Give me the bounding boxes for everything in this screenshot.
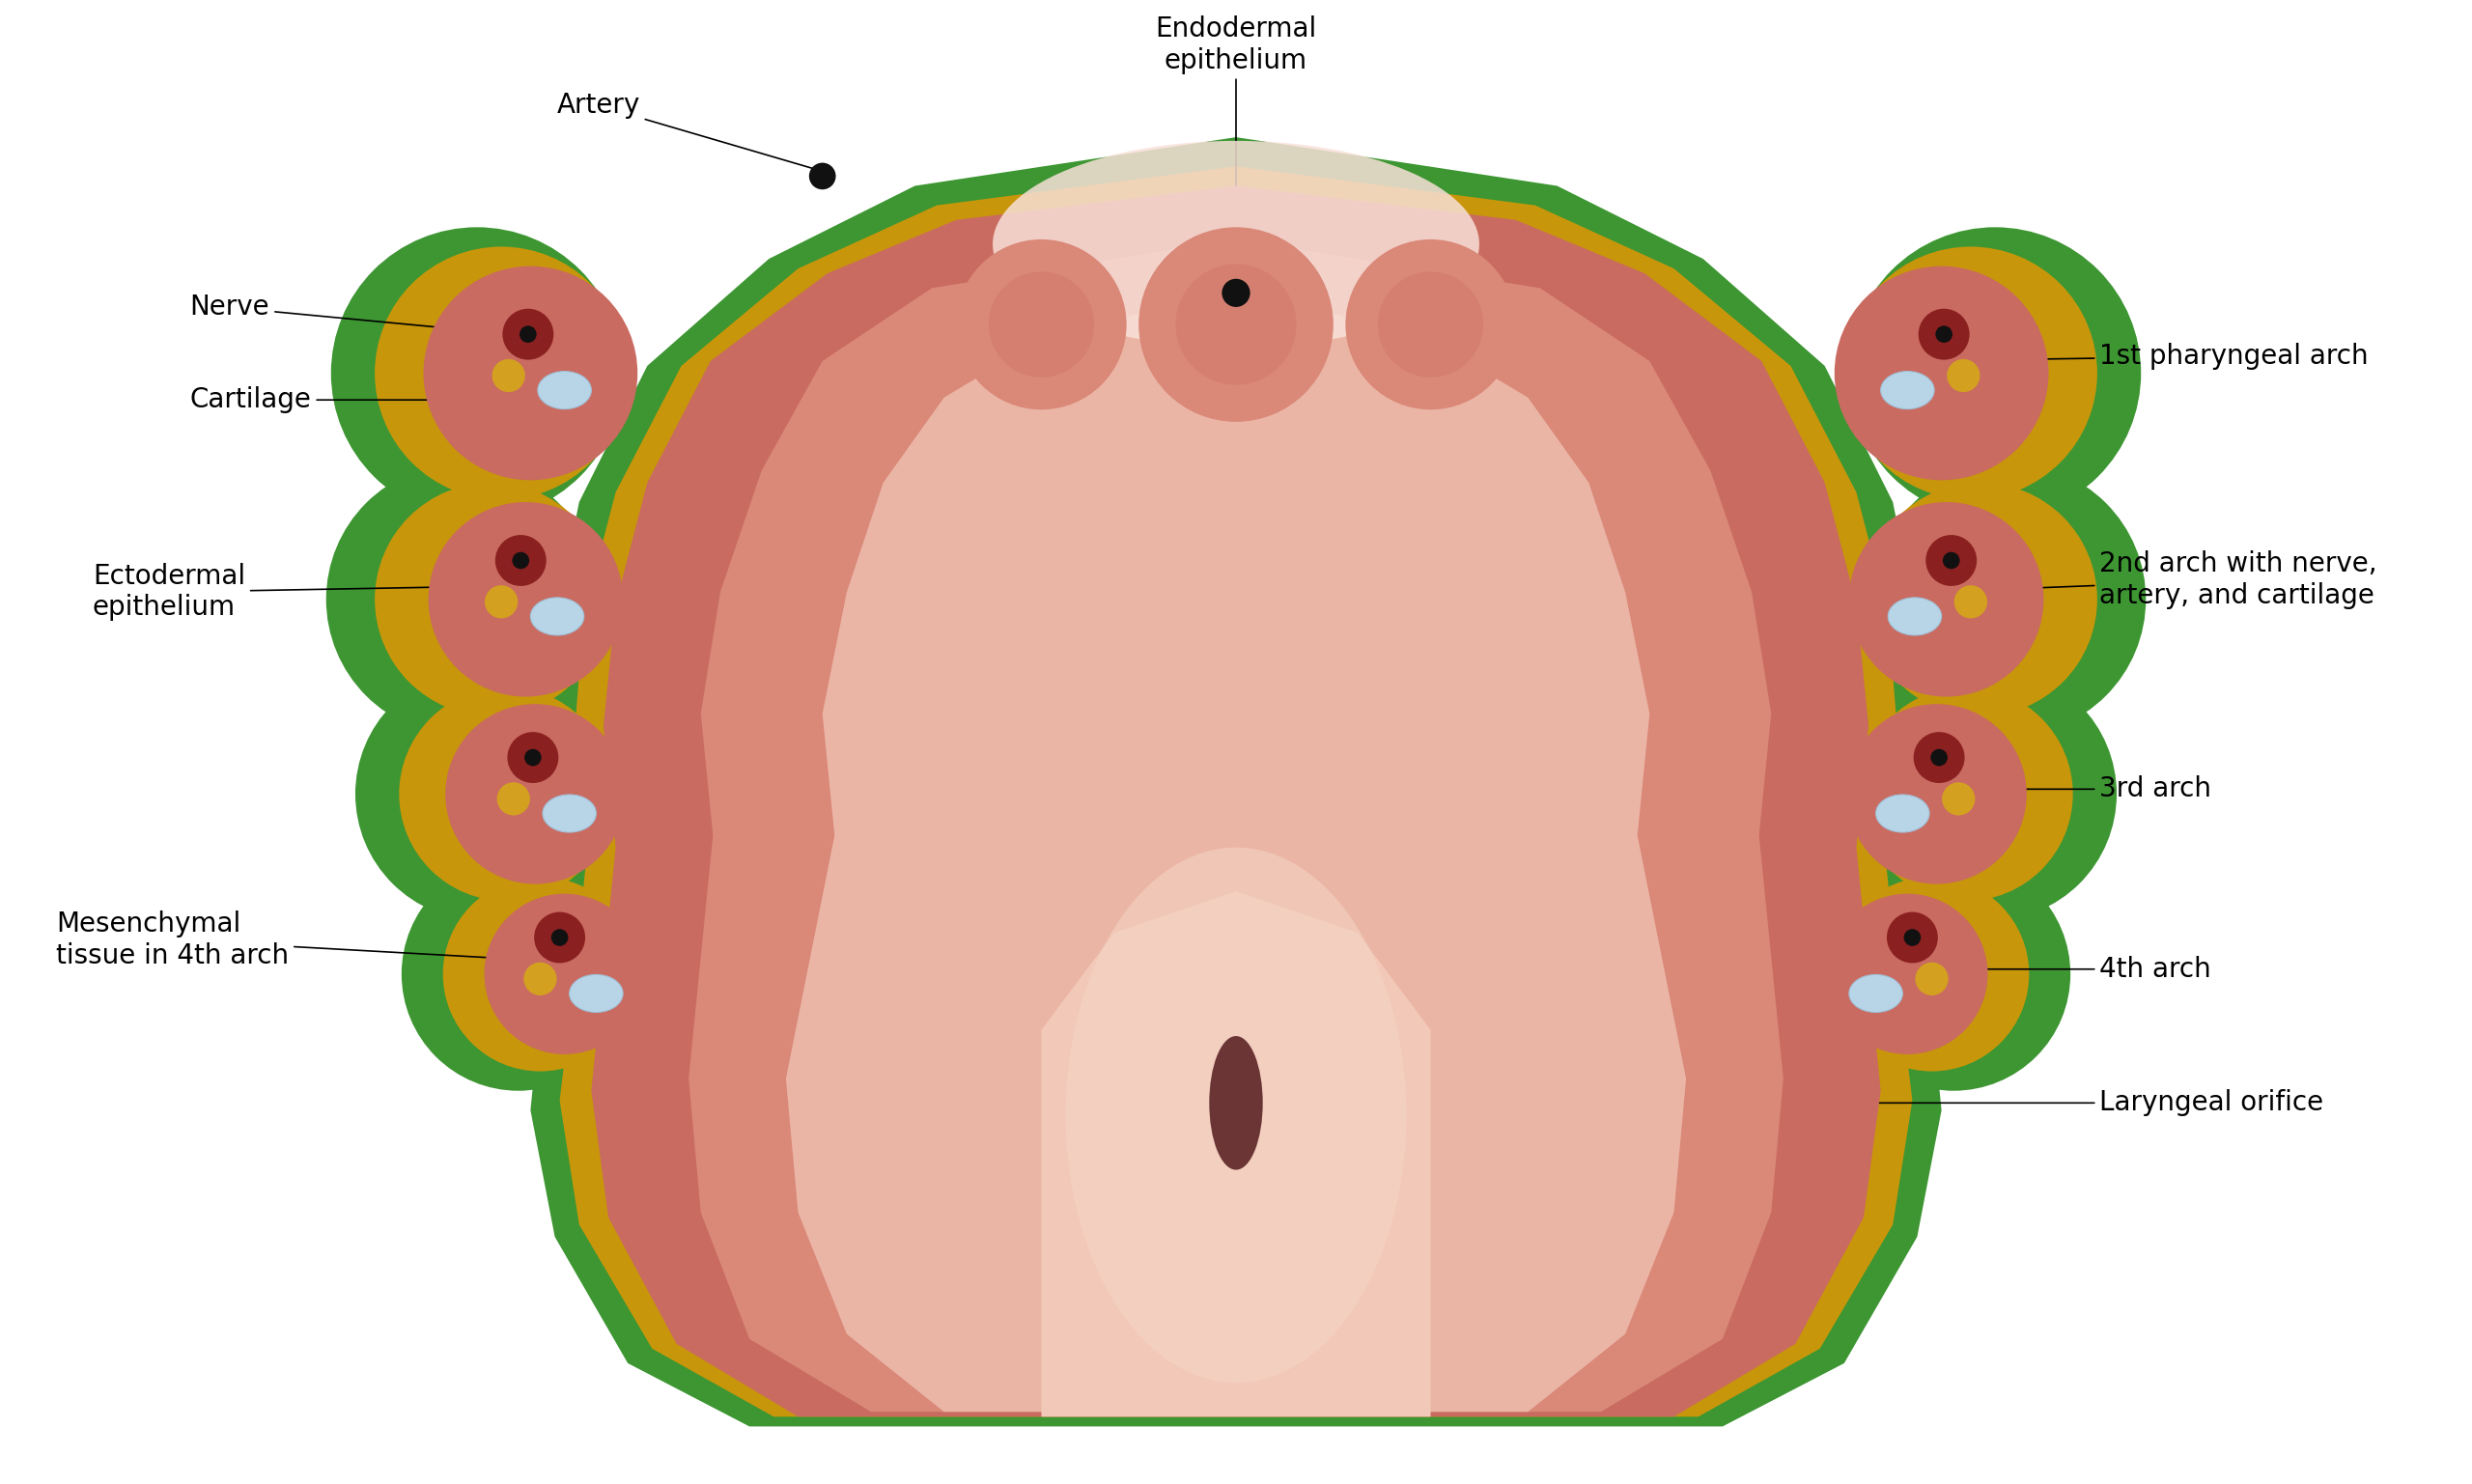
Circle shape <box>534 913 586 963</box>
Circle shape <box>507 732 559 784</box>
Polygon shape <box>1041 892 1431 1417</box>
Ellipse shape <box>994 141 1478 347</box>
Circle shape <box>485 585 517 619</box>
Polygon shape <box>591 186 1881 1417</box>
Text: Cartilage: Cartilage <box>190 386 524 414</box>
Ellipse shape <box>1889 598 1941 635</box>
Polygon shape <box>690 239 1782 1411</box>
Circle shape <box>551 929 569 945</box>
Circle shape <box>1903 929 1921 945</box>
Circle shape <box>1345 239 1515 410</box>
Circle shape <box>1849 502 2044 696</box>
Text: Endodermal
epithelium: Endodermal epithelium <box>1154 16 1318 208</box>
Circle shape <box>1140 227 1332 421</box>
Circle shape <box>1834 266 2049 481</box>
Ellipse shape <box>531 598 583 635</box>
Circle shape <box>442 877 638 1071</box>
Ellipse shape <box>1209 1036 1263 1169</box>
Text: 4th arch: 4th arch <box>1891 956 2212 982</box>
Ellipse shape <box>544 794 596 833</box>
Polygon shape <box>559 166 1913 1417</box>
Circle shape <box>1847 703 2027 884</box>
Circle shape <box>1886 913 1938 963</box>
Circle shape <box>485 893 645 1054</box>
Circle shape <box>1221 279 1251 307</box>
Circle shape <box>989 272 1095 377</box>
Circle shape <box>376 246 628 500</box>
Circle shape <box>1177 264 1295 384</box>
Polygon shape <box>531 137 1941 1426</box>
Circle shape <box>1864 668 2116 920</box>
Circle shape <box>1943 552 1960 568</box>
Circle shape <box>400 858 635 1091</box>
Circle shape <box>1864 482 2096 717</box>
Circle shape <box>519 325 536 343</box>
Circle shape <box>1916 962 1948 996</box>
Circle shape <box>1859 687 2074 901</box>
Circle shape <box>398 687 613 901</box>
Circle shape <box>1955 585 1987 619</box>
Text: Artery: Artery <box>556 92 821 171</box>
Circle shape <box>808 163 836 190</box>
Polygon shape <box>786 292 1686 1411</box>
Circle shape <box>1948 359 1980 392</box>
Circle shape <box>428 502 623 696</box>
Circle shape <box>512 552 529 568</box>
Circle shape <box>376 482 608 717</box>
Circle shape <box>1913 732 1965 784</box>
Circle shape <box>1827 893 1987 1054</box>
Circle shape <box>326 463 598 736</box>
Text: Ectodermal
epithelium: Ectodermal epithelium <box>91 562 564 622</box>
Circle shape <box>1926 534 1978 586</box>
Ellipse shape <box>1849 975 1903 1012</box>
Text: 1st pharyngeal arch: 1st pharyngeal arch <box>1921 343 2368 370</box>
Circle shape <box>1837 858 2072 1091</box>
Circle shape <box>1918 309 1970 359</box>
Circle shape <box>494 534 546 586</box>
Text: 3rd arch: 3rd arch <box>1921 776 2212 803</box>
Text: Mesenchymal
tissue in 4th arch: Mesenchymal tissue in 4th arch <box>57 911 606 969</box>
Circle shape <box>423 266 638 481</box>
Text: 2nd arch with nerve,
artery, and cartilage: 2nd arch with nerve, artery, and cartila… <box>1933 551 2378 608</box>
Circle shape <box>1931 749 1948 766</box>
Ellipse shape <box>569 975 623 1012</box>
Circle shape <box>445 703 625 884</box>
Circle shape <box>524 749 541 766</box>
Circle shape <box>1936 325 1953 343</box>
Ellipse shape <box>1065 847 1407 1383</box>
Ellipse shape <box>1876 794 1928 833</box>
Circle shape <box>957 239 1127 410</box>
Circle shape <box>1943 782 1975 815</box>
Circle shape <box>1377 272 1483 377</box>
Text: Nerve: Nerve <box>190 294 534 337</box>
Circle shape <box>524 962 556 996</box>
Circle shape <box>1874 463 2146 736</box>
Circle shape <box>502 309 554 359</box>
Circle shape <box>1834 877 2030 1071</box>
Circle shape <box>1844 246 2096 500</box>
Ellipse shape <box>1881 371 1933 410</box>
Circle shape <box>497 782 529 815</box>
Circle shape <box>331 227 623 519</box>
Text: Laryngeal orifice: Laryngeal orifice <box>1263 1089 2324 1116</box>
Circle shape <box>356 668 608 920</box>
Circle shape <box>1849 227 2141 519</box>
Circle shape <box>492 359 524 392</box>
Ellipse shape <box>539 371 591 410</box>
